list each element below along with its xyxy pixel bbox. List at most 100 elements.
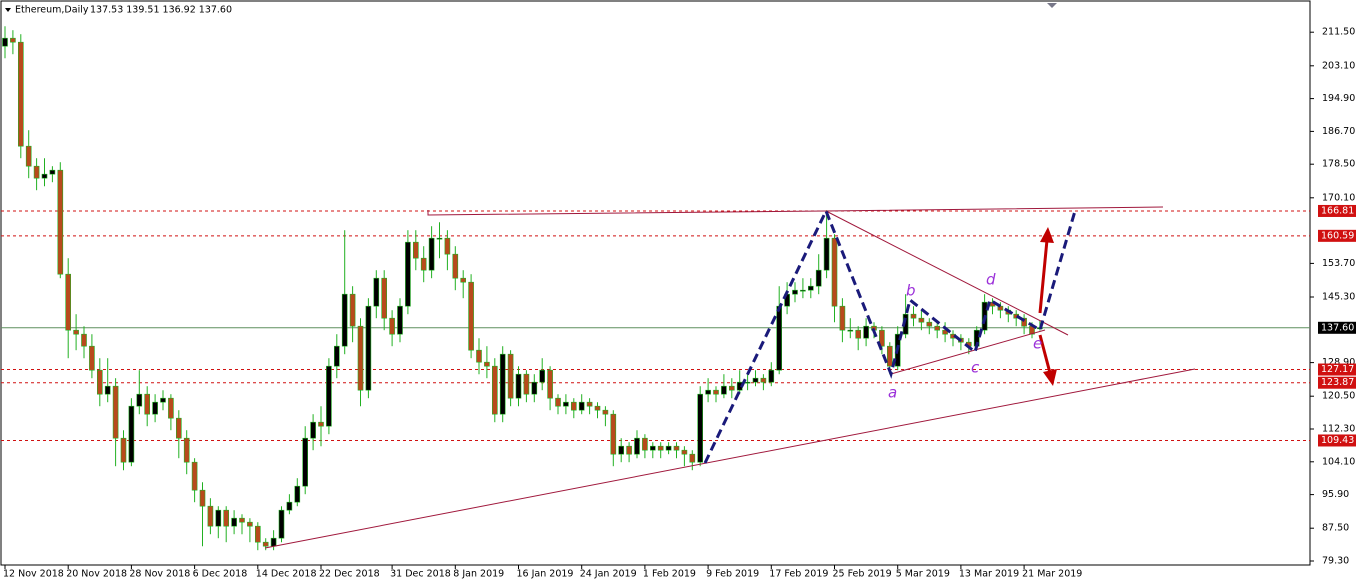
shift-marker [1047, 3, 1057, 8]
candle-body [839, 305, 846, 331]
candle-body [539, 369, 546, 383]
candle-body [689, 453, 696, 463]
candle-body [318, 421, 324, 427]
y-tick-label: 95.90 [1322, 489, 1349, 500]
candle-body [728, 385, 735, 391]
drawings [5, 3, 1196, 549]
candle-body [649, 445, 656, 451]
candle-body [97, 369, 103, 395]
candle-body [136, 393, 143, 407]
support-trendline [264, 368, 1196, 549]
candle-body [444, 237, 451, 255]
candle-body [33, 165, 40, 179]
candle-body [578, 401, 585, 411]
candle-body [594, 405, 601, 411]
y-tick-label: 211.50 [1322, 27, 1355, 38]
candle-body [847, 329, 854, 332]
candle-body [657, 445, 664, 451]
level-label: 166.81 [1321, 205, 1354, 216]
x-tick-label: 28 Nov 2018 [129, 569, 190, 580]
candle-body [389, 317, 395, 335]
candle-body [713, 389, 719, 395]
candle-body [104, 385, 111, 395]
candle-body [341, 293, 348, 347]
candle-body [239, 517, 245, 523]
y-tick-label: 153.70 [1322, 258, 1355, 269]
chart-title: Ethereum,Daily [15, 5, 89, 16]
candle-body [112, 385, 119, 439]
x-tick-label: 17 Feb 2019 [769, 569, 828, 580]
candle-body [176, 417, 182, 439]
candle-body [120, 437, 127, 463]
wave-label: d [986, 271, 996, 289]
candle-body [792, 289, 798, 295]
candle-body [823, 237, 830, 271]
candle-body [25, 145, 32, 167]
candle-body [405, 241, 411, 307]
candle-body [41, 173, 48, 179]
x-tick-label: 13 Mar 2019 [959, 569, 1019, 580]
candle-body [278, 509, 285, 539]
candle-body [73, 329, 79, 335]
x-tick-label: 31 Dec 2018 [390, 569, 451, 580]
candle-body [357, 325, 364, 391]
candle-body [942, 329, 948, 335]
candle-body [262, 541, 269, 547]
candle-body [831, 237, 838, 307]
candle-body [697, 393, 704, 463]
candle-body [231, 517, 237, 527]
candle-body [207, 505, 214, 527]
y-tick-label: 120.50 [1322, 391, 1355, 402]
candle-body [247, 521, 253, 527]
candle-body [879, 329, 885, 347]
candle-body [634, 437, 640, 455]
triangle-lower [890, 329, 1046, 375]
x-tick-label: 14 Dec 2018 [256, 569, 317, 580]
candle-body [484, 361, 490, 367]
candle-body [570, 401, 577, 411]
candle-body [199, 489, 206, 507]
candle-body [255, 525, 261, 543]
candle-body [57, 169, 64, 275]
arrow-down [1038, 334, 1052, 374]
x-tick-label: 25 Feb 2019 [833, 569, 892, 580]
candle-body [721, 385, 727, 395]
candle-body [286, 501, 293, 511]
candle-body [863, 325, 869, 339]
candle-body [555, 397, 561, 407]
candle-body [547, 369, 553, 399]
candle-body [468, 281, 474, 351]
candle-body [436, 237, 443, 240]
candle-body [626, 445, 632, 455]
y-tick-label: 203.10 [1322, 60, 1355, 71]
y-tick-label: 79.30 [1322, 556, 1349, 567]
candle-body [381, 277, 388, 319]
candle-body [215, 509, 222, 527]
y-tick-label: 186.70 [1322, 126, 1355, 137]
current-price-tag [1318, 321, 1356, 334]
candle-body [491, 365, 498, 415]
candle-body [160, 397, 166, 403]
level-tag [1318, 204, 1356, 217]
candle-body [752, 377, 759, 383]
wave-path [703, 207, 1077, 464]
candle-body [642, 437, 648, 451]
resistance-line [427, 206, 1164, 216]
ohlc-readout: 137.53 139.51 136.92 137.60 [90, 5, 232, 16]
y-tick-label: 145.30 [1322, 292, 1355, 303]
candle-body [349, 293, 356, 327]
y-tick-label: 170.10 [1322, 192, 1355, 203]
x-tick-label: 9 Feb 2019 [706, 569, 759, 580]
candle-body [223, 509, 229, 527]
wave-label: b [906, 282, 916, 300]
arrow-up-head [1040, 227, 1054, 243]
level-tag [1318, 363, 1356, 376]
candle-body [499, 353, 506, 415]
y-tick-label: 194.90 [1322, 93, 1355, 104]
y-tick-label: 112.30 [1322, 424, 1355, 435]
x-tick-label: 24 Jan 2019 [580, 569, 637, 580]
candle-body [294, 485, 301, 503]
level-tag [1318, 434, 1356, 447]
level-tag [1318, 229, 1356, 242]
x-tick-label: 5 Mar 2019 [896, 569, 950, 580]
